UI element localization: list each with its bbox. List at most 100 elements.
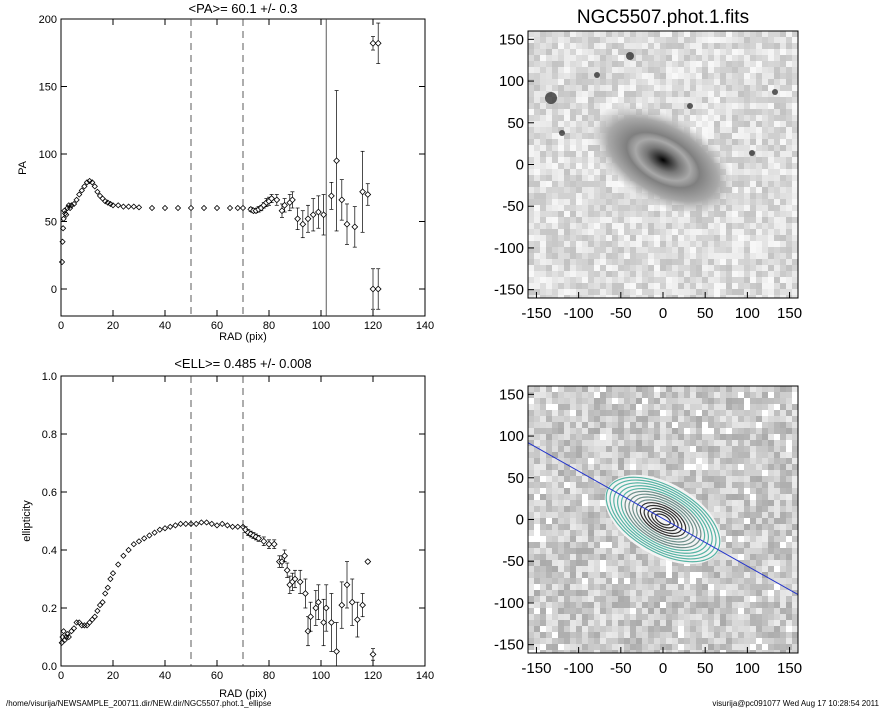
noise-pixel [768,584,774,590]
noise-pixel [594,398,600,404]
noise-pixel [750,181,756,187]
noise-pixel [732,211,738,217]
noise-pixel [702,638,708,644]
noise-pixel [612,85,618,91]
noise-pixel [738,169,744,175]
noise-pixel [612,253,618,259]
image-y-tick-label: -150 [494,282,524,299]
noise-pixel [588,608,594,614]
noise-pixel [696,79,702,85]
noise-pixel [660,410,666,416]
noise-pixel [576,103,582,109]
noise-pixel [528,566,534,572]
image-x-tick-label: 100 [735,305,760,322]
noise-pixel [762,404,768,410]
noise-pixel [540,536,546,542]
noise-pixel [540,193,546,199]
noise-pixel [624,452,630,458]
noise-pixel [702,410,708,416]
noise-pixel [618,73,624,79]
noise-pixel [636,596,642,602]
noise-pixel [642,253,648,259]
noise-pixel [786,217,792,223]
noise-pixel [612,211,618,217]
noise-pixel [624,265,630,271]
noise-pixel [654,265,660,271]
noise-pixel [696,31,702,37]
data-point [333,648,340,655]
noise-pixel [780,542,786,548]
noise-pixel [762,590,768,596]
noise-pixel [618,241,624,247]
noise-pixel [576,536,582,542]
noise-pixel [726,422,732,428]
noise-pixel [762,422,768,428]
noise-pixel [672,404,678,410]
noise-pixel [792,644,798,650]
noise-pixel [558,79,564,85]
noise-pixel [648,422,654,428]
noise-pixel [738,175,744,181]
noise-pixel [588,67,594,73]
noise-pixel [684,259,690,265]
noise-pixel [714,73,720,79]
noise-pixel [756,650,762,653]
noise-pixel [762,500,768,506]
noise-pixel [618,85,624,91]
noise-pixel [546,560,552,566]
noise-pixel [708,578,714,584]
noise-pixel [594,632,600,638]
noise-pixel [630,205,636,211]
noise-pixel [792,133,798,139]
data-point [107,200,114,208]
noise-pixel [768,289,774,295]
noise-pixel [564,650,570,653]
noise-pixel [738,127,744,133]
noise-pixel [546,271,552,277]
noise-pixel [750,548,756,554]
noise-pixel [576,554,582,560]
noise-pixel [546,55,552,61]
noise-pixel [600,524,606,530]
noise-pixel [576,253,582,259]
noise-pixel [666,91,672,97]
noise-pixel [732,608,738,614]
data-point [107,575,114,583]
noise-pixel [726,470,732,476]
noise-pixel [552,73,558,79]
noise-pixel [600,632,606,638]
noise-pixel [756,175,762,181]
noise-pixel [726,289,732,295]
noise-pixel [726,428,732,434]
noise-pixel [588,506,594,512]
noise-pixel [690,55,696,61]
noise-pixel [612,416,618,422]
noise-pixel [726,97,732,103]
noise-pixel [702,277,708,283]
noise-pixel [528,386,534,392]
noise-pixel [792,596,798,602]
noise-pixel [768,416,774,422]
noise-pixel [594,277,600,283]
noise-pixel [576,512,582,518]
noise-pixel [714,608,720,614]
noise-pixel [540,181,546,187]
noise-pixel [750,235,756,241]
noise-pixel [600,241,606,247]
noise-pixel [594,205,600,211]
noise-pixel [744,488,750,494]
noise-pixel [612,205,618,211]
noise-pixel [666,578,672,584]
noise-pixel [792,542,798,548]
noise-pixel [732,560,738,566]
noise-pixel [786,163,792,169]
noise-pixel [552,211,558,217]
noise-pixel [588,536,594,542]
noise-pixel [636,271,642,277]
noise-pixel [666,73,672,79]
noise-pixel [732,416,738,422]
noise-pixel [774,115,780,121]
noise-pixel [558,542,564,548]
noise-pixel [744,434,750,440]
noise-pixel [552,145,558,151]
